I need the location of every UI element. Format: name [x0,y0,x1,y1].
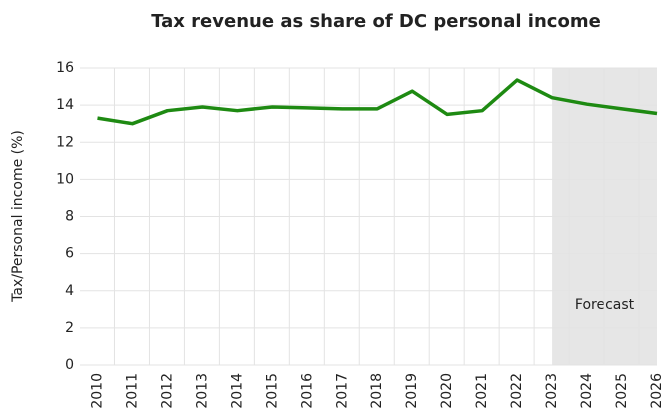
y-axis-label: Tax/Personal income (%) [10,130,26,303]
x-tick-label: 2018 [369,373,385,409]
y-tick-label: 2 [65,320,74,336]
y-tick-label: 0 [65,357,74,373]
x-tick-label: 2020 [439,373,455,409]
x-tick-label: 2013 [194,373,210,409]
x-tick-label: 2016 [299,373,315,409]
x-tick-label: 2025 [614,373,630,409]
x-tick-label: 2021 [474,373,490,409]
x-tick-label: 2019 [404,373,420,409]
y-tick-label: 14 [56,97,74,113]
x-tick-label: 2017 [334,373,350,409]
y-tick-label: 6 [65,246,74,262]
x-tick-label: 2022 [509,373,525,409]
y-tick-label: 8 [65,209,74,225]
y-tick-label: 12 [56,134,74,150]
y-tick-label: 16 [56,60,74,76]
x-tick-label: 2010 [89,373,105,409]
x-tick-label: 2012 [159,373,175,409]
x-tick-label: 2015 [264,373,280,409]
x-tick-label: 2023 [544,373,560,409]
x-tick-label: 2011 [124,373,140,409]
data-line [97,78,658,126]
x-tick-label: 2024 [579,373,595,409]
x-tick-label: 2026 [649,373,665,409]
y-tick-label: 10 [56,171,74,187]
forecast-label: Forecast [575,297,635,313]
y-tick-label: 4 [65,283,74,299]
x-tick-label: 2014 [229,373,245,409]
chart-title: Tax revenue as share of DC personal inco… [151,11,601,32]
